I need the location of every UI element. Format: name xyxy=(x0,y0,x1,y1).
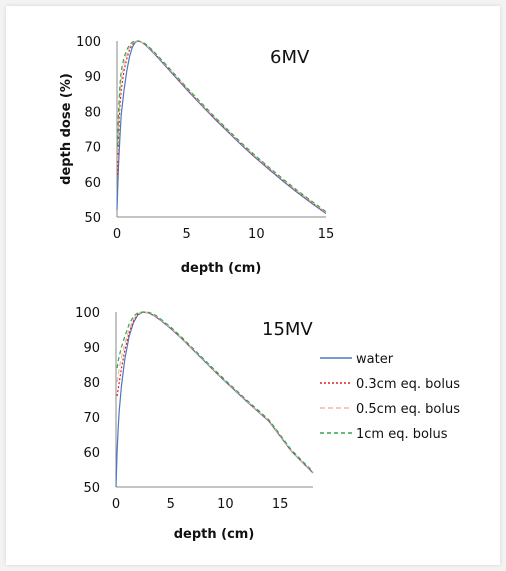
series-group-15mv xyxy=(115,311,314,488)
x-tick-label: 0 xyxy=(113,227,121,242)
y-tick-label: 80 xyxy=(83,376,100,391)
y-tick-label: 100 xyxy=(75,306,100,321)
legend-label: 0.3cm eq. bolus xyxy=(356,377,460,392)
legend-label: 0.5cm eq. bolus xyxy=(356,402,460,417)
y-tick-label: 70 xyxy=(83,411,100,426)
y-tick-labels-6mv: 50 60 70 80 90 100 xyxy=(76,35,101,226)
legend-label: 1cm eq. bolus xyxy=(356,427,448,442)
x-tick-label: 0 xyxy=(112,497,120,512)
x-tick-label: 15 xyxy=(272,497,289,512)
annotation-6mv: 6MV xyxy=(270,47,310,68)
x-tick-labels-6mv: 0 5 10 15 xyxy=(113,227,334,242)
y-axis-label-6mv: depth dose (%) xyxy=(59,73,74,185)
y-tick-label: 50 xyxy=(84,211,101,226)
series-line-1cm-eq-bolus xyxy=(117,40,327,213)
x-tick-label: 15 xyxy=(318,227,335,242)
x-tick-label: 10 xyxy=(248,227,265,242)
figure-card xyxy=(6,6,500,565)
y-tick-label: 50 xyxy=(83,481,100,496)
legend-label: water xyxy=(356,352,394,367)
chart-15mv: 50 60 70 80 90 100 0 5 10 15 15MV depth (cm) wat… xyxy=(75,306,460,542)
y-tick-labels-15mv: 50 60 70 80 90 100 xyxy=(75,306,100,496)
y-tick-label: 80 xyxy=(84,105,101,120)
x-axis-label-15mv: depth (cm) xyxy=(174,527,255,542)
y-tick-label: 70 xyxy=(84,141,101,156)
annotation-15mv: 15MV xyxy=(262,319,313,340)
series-group-6mv xyxy=(116,40,327,214)
x-tick-label: 10 xyxy=(217,497,234,512)
x-axis-label-6mv: depth (cm) xyxy=(181,261,262,276)
legend: water 0.3cm eq. bolus 0.5cm eq. bolus 1cm e… xyxy=(320,352,460,442)
y-tick-label: 90 xyxy=(83,341,100,356)
y-tick-label: 60 xyxy=(83,446,100,461)
y-tick-label: 60 xyxy=(84,176,101,191)
series-line-1cm-eq-bolus xyxy=(116,311,314,473)
x-tick-label: 5 xyxy=(183,227,191,242)
y-tick-label: 100 xyxy=(76,35,101,50)
x-tick-labels-15mv: 0 5 10 15 xyxy=(112,497,289,512)
x-tick-label: 5 xyxy=(167,497,175,512)
chart-6mv: 50 60 70 80 90 100 0 5 10 15 6MV depth (cm) dept… xyxy=(59,35,334,276)
y-tick-label: 90 xyxy=(84,70,101,85)
